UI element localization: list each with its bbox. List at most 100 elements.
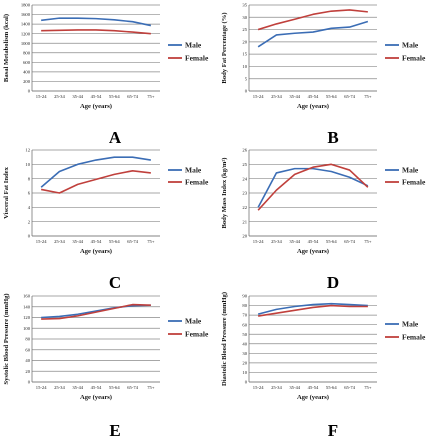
y-tick-label: 1800 (21, 3, 31, 8)
legend-label-male: Male (402, 166, 419, 175)
x-tick-label: 75+ (364, 94, 372, 99)
y-tick-label: 30 (242, 351, 247, 356)
x-tick-label: 75+ (147, 385, 155, 390)
y-tick-label: 60 (25, 347, 30, 352)
y-tick-label: 100 (23, 326, 31, 331)
x-tick-label: 35-44 (72, 94, 83, 99)
x-tick-label: 35-44 (289, 94, 300, 99)
y-tick-label: 35 (242, 3, 247, 8)
x-tick-label: 25-34 (54, 94, 65, 99)
y-tick-label: 26 (242, 148, 247, 153)
panel-letter: D (327, 273, 339, 292)
panel-letter: A (109, 128, 122, 147)
x-tick-label: 55-64 (326, 239, 337, 244)
x-axis-label: Age (years) (80, 103, 112, 110)
y-tick-label: 6 (28, 191, 31, 196)
x-axis-label: Age (years) (80, 248, 112, 255)
series-line-male (257, 20, 369, 48)
x-tick-label: 15-24 (36, 239, 47, 244)
x-tick-label: 45-54 (308, 239, 319, 244)
x-tick-label: 25-34 (271, 94, 282, 99)
x-tick-label: 65-74 (344, 94, 355, 99)
x-tick-label: 35-44 (289, 239, 300, 244)
y-tick-label: 600 (23, 60, 31, 65)
x-tick-label: 15-24 (253, 239, 264, 244)
y-tick-label: 20 (242, 360, 247, 365)
legend-label-male: Male (185, 317, 202, 326)
y-tick-label: 40 (242, 341, 247, 346)
panel-letter: B (327, 128, 338, 147)
y-tick-label: 1400 (21, 22, 31, 27)
y-tick-label: 90 (242, 294, 247, 299)
y-tick-label: 20 (242, 234, 247, 239)
x-tick-label: 55-64 (109, 239, 120, 244)
x-tick-label: 65-74 (127, 239, 138, 244)
x-tick-label: 15-24 (253, 385, 264, 390)
y-tick-label: 0 (245, 380, 248, 385)
y-tick-label: 120 (23, 315, 31, 320)
x-tick-label: 35-44 (72, 239, 83, 244)
y-tick-label: 4 (28, 205, 31, 210)
y-tick-label: 40 (25, 358, 30, 363)
x-tick-label: 55-64 (326, 94, 337, 99)
y-axis-label: Basal Metabolism (kcal) (3, 14, 10, 82)
legend-label-male: Male (402, 320, 419, 329)
y-tick-label: 1600 (21, 12, 31, 17)
y-tick-label: 10 (242, 370, 247, 375)
y-tick-label: 10 (242, 64, 247, 69)
y-tick-label: 23 (242, 191, 247, 196)
series-line-female (41, 303, 151, 320)
y-tick-label: 21 (242, 219, 247, 224)
y-tick-label: 15 (242, 52, 247, 57)
series-line-female (257, 163, 369, 211)
y-tick-label: 80 (242, 303, 247, 308)
chart-panel-A: 0 200 400 600 800 1000 1200 1400 1600 1800 15-24 25… (3, 3, 209, 147)
x-tick-label: 45-54 (91, 385, 102, 390)
x-tick-label: 25-34 (54, 385, 65, 390)
y-tick-label: 70 (242, 313, 247, 318)
y-axis-label: Visceral Fat Index (3, 166, 10, 218)
y-axis-label: Body Mass Index (kg/m²) (221, 157, 228, 228)
y-tick-label: 1200 (21, 31, 31, 36)
panel-letter: E (109, 421, 120, 440)
y-tick-label: 12 (25, 148, 30, 153)
x-tick-label: 45-54 (91, 94, 102, 99)
chart-panel-D: 20 21 22 23 24 25 26 15-24 25-34 35-44 45-54 55-64 6… (221, 148, 426, 292)
x-axis-label: Age (years) (297, 248, 329, 255)
y-axis-label: Diastolic Blood Pressure (mmHg) (221, 292, 228, 386)
y-axis-label: Systolic Blood Pressure (mmHg) (3, 293, 10, 384)
series-line-male (41, 304, 151, 319)
x-tick-label: 65-74 (344, 239, 355, 244)
x-tick-label: 45-54 (308, 94, 319, 99)
x-tick-label: 45-54 (308, 385, 319, 390)
y-tick-label: 0 (28, 234, 31, 239)
legend-label-male: Male (185, 41, 202, 50)
x-axis-label: Age (years) (297, 394, 329, 401)
x-tick-label: 55-64 (109, 94, 120, 99)
x-tick-label: 65-74 (127, 385, 138, 390)
series-line-male (257, 167, 369, 208)
x-tick-label: 75+ (147, 94, 155, 99)
series-line-female (258, 304, 368, 317)
x-axis-label: Age (years) (80, 394, 112, 401)
x-tick-label: 65-74 (127, 94, 138, 99)
x-tick-label: 25-34 (271, 385, 282, 390)
x-tick-label: 35-44 (289, 385, 300, 390)
x-tick-label: 75+ (364, 385, 372, 390)
y-tick-label: 10 (25, 162, 30, 167)
x-tick-label: 45-54 (91, 239, 102, 244)
series-line-female (40, 169, 151, 194)
y-tick-label: 20 (242, 39, 247, 44)
y-tick-label: 140 (23, 304, 31, 309)
chart-panel-F: 0 10 20 30 40 50 60 70 80 90 15-24 25-34 35-44 45-54 5… (221, 292, 426, 440)
x-tick-label: 65-74 (344, 385, 355, 390)
x-tick-label: 15-24 (36, 94, 47, 99)
panel-letter: F (328, 421, 338, 440)
legend-label-female: Female (185, 54, 209, 63)
legend-label-female: Female (402, 333, 426, 342)
x-tick-label: 15-24 (36, 385, 47, 390)
x-axis-label: Age (years) (297, 103, 329, 110)
y-tick-label: 5 (245, 76, 248, 81)
y-axis-label: Body Fat Percentage (%) (221, 12, 228, 83)
chart-panel-E: 0 20 40 60 80 100 120 140 160 15-24 25-34 35-44 45-5… (3, 293, 209, 440)
